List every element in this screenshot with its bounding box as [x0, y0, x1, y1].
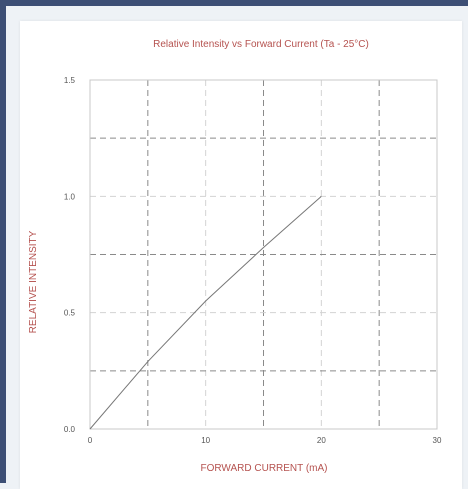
y-tick-label: 0.5 — [64, 309, 76, 318]
series-line — [89, 195, 322, 430]
y-tick-label: 1.5 — [64, 76, 76, 85]
y-tick-label: 1.0 — [64, 192, 76, 201]
x-tick-label: 0 — [88, 436, 93, 445]
chart-title: Relative Intensity vs Forward Current (T… — [153, 39, 369, 50]
plot-border — [89, 79, 438, 430]
x-tick-labels: 0 10 20 30 — [88, 436, 442, 445]
y-axis-label: RELATIVE INTENSITY — [28, 230, 39, 333]
x-tick-label: 30 — [433, 436, 442, 445]
y-tick-label: 0.0 — [64, 425, 76, 434]
y-tick-labels: 0.0 0.5 1.0 1.5 — [64, 76, 76, 434]
grid — [90, 80, 437, 429]
x-tick-label: 20 — [317, 436, 326, 445]
x-axis-label: FORWARD CURRENT (mA) — [200, 463, 327, 474]
x-tick-label: 10 — [201, 436, 210, 445]
series-layer — [89, 195, 322, 430]
